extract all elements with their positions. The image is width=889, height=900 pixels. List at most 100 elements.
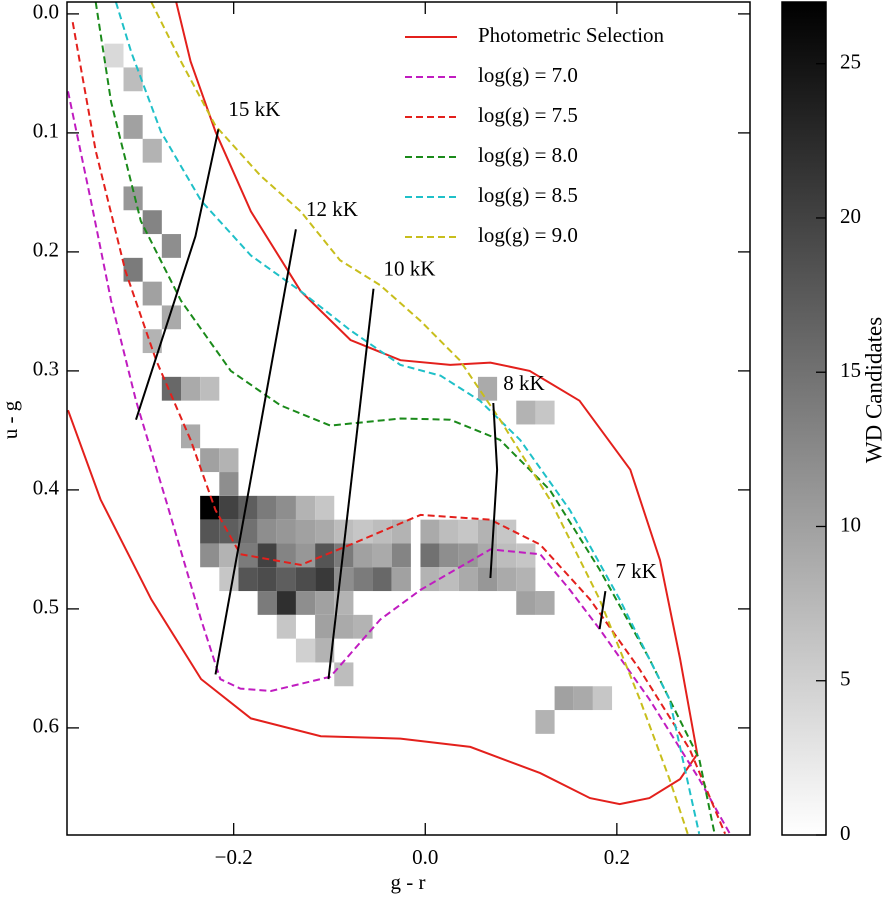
heatmap-cell: [219, 519, 239, 544]
x-tick-label: 0.2: [604, 845, 630, 869]
heatmap-cell: [276, 591, 296, 615]
heatmap-cell: [573, 686, 593, 711]
heatmap-cell: [353, 567, 373, 592]
heatmap-cell: [238, 567, 258, 592]
x-tick-label: −0.2: [215, 845, 253, 869]
heatmap-cell: [516, 400, 536, 425]
heatmap-cell: [315, 591, 335, 615]
isotherm-label: 8 kK: [503, 371, 544, 395]
legend-label: log(g) = 7.5: [478, 103, 578, 127]
heatmap-cell: [420, 567, 440, 592]
colorbar-tick-label: 20: [840, 204, 861, 228]
heatmap-cell: [200, 519, 220, 544]
heatmap-cell: [477, 567, 498, 592]
isotherm-label: 12 kK: [306, 197, 358, 221]
heatmap-cell: [276, 567, 296, 592]
heatmap-cell: [391, 567, 411, 592]
heatmap-cell: [592, 686, 613, 711]
plot-frame: [66, 1, 751, 836]
heatmap-cell: [315, 519, 335, 544]
heatmap-cell: [315, 638, 335, 663]
heatmap-cell: [123, 186, 143, 211]
heatmap-cell: [334, 662, 354, 687]
legend-label: log(g) = 9.0: [478, 223, 578, 247]
heatmap-cell: [180, 424, 201, 449]
heatmap-cell: [276, 543, 296, 568]
heatmap-cell: [257, 567, 277, 592]
heatmap-cell: [535, 591, 555, 615]
y-tick-label: 0.5: [33, 595, 59, 619]
colorbar-label: WD Candidates: [861, 317, 886, 463]
heatmap-cell: [200, 495, 220, 520]
heatmap-cell: [497, 543, 517, 568]
colorbar-tick-label: 25: [840, 50, 861, 74]
heatmap-cell: [161, 376, 181, 401]
heatmap-cell: [142, 138, 162, 163]
heatmap-cell: [439, 567, 459, 592]
heatmap-cell: [257, 519, 277, 544]
heatmap-cell: [238, 495, 258, 520]
heatmap-cell: [257, 495, 277, 520]
heatmap-cell: [200, 543, 220, 568]
heatmap-cell: [516, 591, 536, 615]
heatmap-cell: [315, 614, 335, 639]
isotherm: [327, 288, 375, 680]
heatmap-cell: [161, 234, 181, 258]
heatmap-cell: [123, 67, 143, 92]
heatmap-cell: [219, 543, 239, 568]
y-tick-label: 0.4: [33, 476, 60, 500]
heatmap-cell: [295, 519, 316, 544]
heatmap-cell: [458, 519, 478, 544]
heatmap-cell: [420, 519, 440, 544]
heatmap-cell: [439, 519, 459, 544]
heatmap-cell: [219, 472, 239, 496]
heatmap-cell: [458, 567, 478, 592]
legend-label: Photometric Selection: [478, 23, 665, 47]
x-tick-label: 0.0: [412, 845, 438, 869]
isotherm: [598, 590, 607, 630]
y-tick-label: 0.3: [33, 357, 59, 381]
heatmap-cell: [276, 495, 296, 520]
y-tick-label: 0.2: [33, 238, 59, 262]
heatmap-cell: [315, 567, 335, 592]
heatmap-cell: [104, 43, 124, 68]
heatmap-cell: [200, 376, 220, 401]
curve: [150, 2, 689, 835]
heatmap-cell: [295, 567, 316, 592]
heatmap-cell: [334, 614, 354, 639]
heatmap-cell: [276, 614, 296, 639]
heatmap-cell: [315, 543, 335, 568]
heatmap-cell: [334, 567, 354, 592]
heatmap-cell: [420, 543, 440, 568]
heatmap-cell: [219, 448, 239, 473]
heatmap-cell: [295, 495, 316, 520]
heatmap-cell: [477, 376, 498, 401]
heatmap-cell: [535, 400, 555, 425]
heatmap-cell: [497, 519, 517, 544]
heatmap-cell: [516, 567, 536, 592]
isotherm: [489, 402, 499, 579]
heatmap-cell: [200, 448, 220, 473]
heatmap-cell: [142, 210, 162, 235]
colorbar-tick-label: 5: [840, 667, 851, 691]
isotherm-label: 10 kK: [384, 257, 436, 281]
heatmap-cell: [257, 543, 277, 568]
heatmap-cell: [439, 543, 459, 568]
heatmap-cell: [295, 638, 316, 663]
heatmap-cell: [372, 543, 392, 568]
curve: [71, 22, 727, 835]
heatmap-cell: [516, 543, 536, 568]
heatmap-cell: [554, 686, 574, 711]
heatmap-cell: [219, 495, 239, 520]
isotherm-label: 7 kK: [615, 559, 656, 583]
y-tick-label: 0.0: [33, 0, 59, 24]
heatmap-cell: [142, 281, 162, 306]
legend-label: log(g) = 8.0: [478, 143, 578, 167]
heatmap-cell: [535, 710, 555, 734]
heatmap-cell: [353, 543, 373, 568]
heatmap-cell: [353, 614, 373, 639]
heatmap-cell: [372, 567, 392, 592]
curve: [67, 2, 699, 806]
heatmap-cell: [180, 376, 201, 401]
